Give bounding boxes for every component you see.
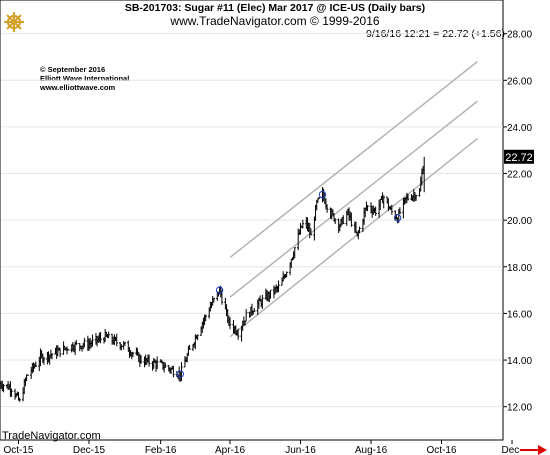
swing-point-marker: [215, 286, 224, 294]
swing-point-marker: [393, 214, 402, 222]
copyright-line-2: Elliott Wave International: [40, 74, 129, 83]
y-tick-label: 16.00: [507, 309, 532, 320]
y-tick-label: 28.00: [507, 30, 532, 41]
channel-line: [229, 137, 478, 338]
channel-line: [229, 61, 478, 259]
swing-point-marker: [318, 190, 327, 199]
last-price-tag: [504, 149, 534, 164]
copyright-line-3: www.elliottwave.com: [39, 83, 115, 92]
y-tick-label: 18.00: [507, 263, 532, 274]
y-tick-label: 24.00: [507, 123, 532, 134]
y-tick-label: 26.00: [507, 76, 532, 87]
x-tick-label: Apr-16: [215, 445, 245, 455]
x-tick-label: Dec-15: [73, 445, 106, 455]
channel-line: [229, 100, 478, 298]
swing-point-marker: [176, 370, 185, 378]
x-tick-label: Jun-16: [285, 445, 316, 455]
x-tick-label: Feb-16: [145, 445, 177, 455]
y-tick-label: 12.00: [507, 403, 532, 414]
y-tick-label: 20.00: [507, 216, 532, 227]
brand-label: TradeNavigator.com: [2, 430, 101, 442]
x-tick-label: Oct-16: [427, 445, 457, 455]
chart-title: SB-201703: Sugar #11 (Elec) Mar 2017 @ I…: [125, 2, 425, 14]
last-price-tag-label: 22.72: [505, 152, 533, 164]
chart-subtitle: www.TradeNavigator.com © 1999-2016: [169, 14, 379, 28]
ship-helm-logo-icon: [4, 12, 24, 32]
x-tick-label: Dec-: [501, 445, 522, 455]
y-tick-label: 14.00: [507, 356, 532, 367]
y-tick-label: 22.00: [507, 170, 532, 181]
x-tick-label: Aug-16: [355, 445, 388, 455]
copyright-line-1: © September 2016: [40, 65, 105, 74]
axis-arrow-icon[interactable]: [520, 445, 547, 455]
x-tick-label: Oct-15: [3, 445, 33, 455]
